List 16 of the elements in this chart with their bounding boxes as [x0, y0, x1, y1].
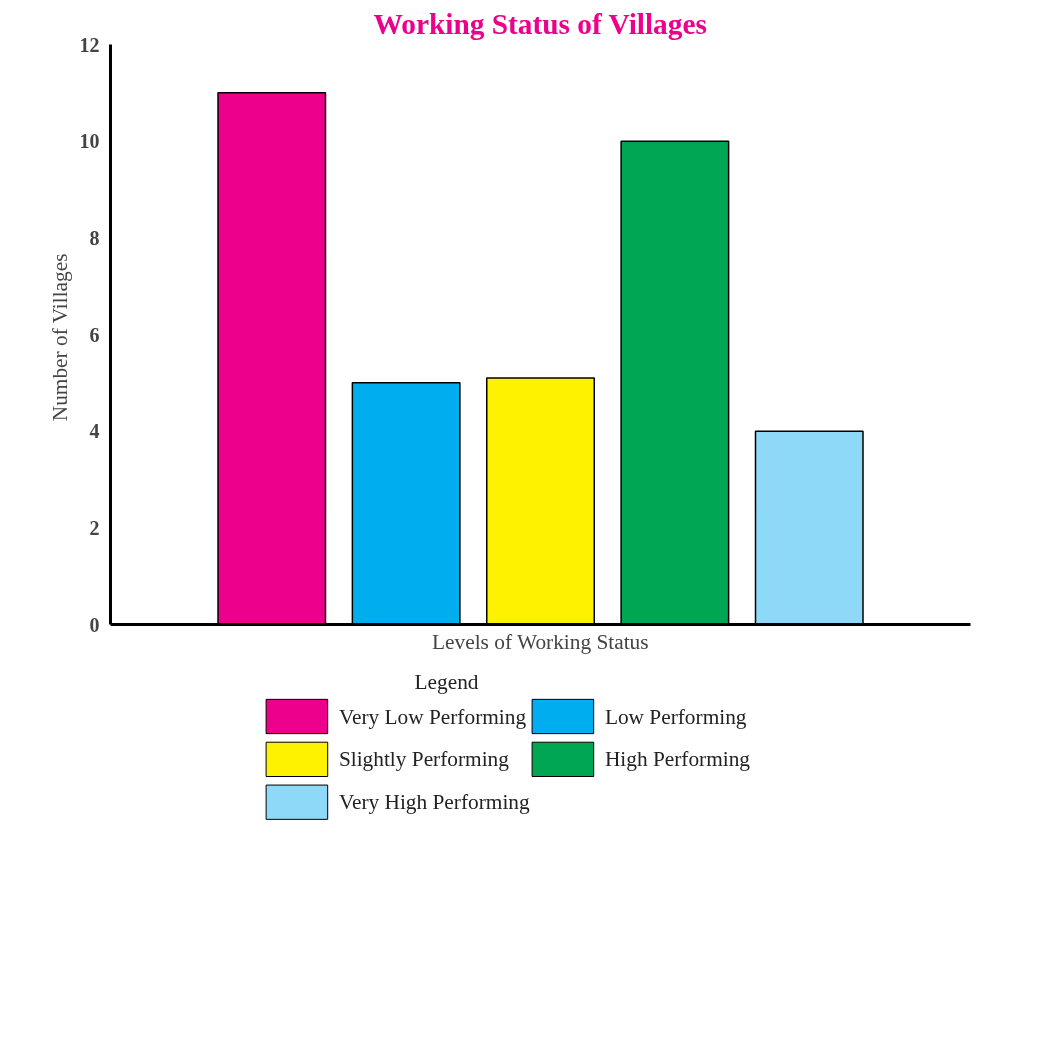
legend-label: Very High Performing	[338, 790, 530, 815]
legend-label: Very Low Performing	[338, 704, 527, 729]
y-tick-label: 8	[89, 226, 100, 249]
x-axis-title: Levels of Working Status	[432, 629, 649, 654]
y-tick-label: 4	[89, 420, 100, 443]
y-tick-label: 0	[89, 613, 100, 636]
y-tick-label: 12	[79, 33, 100, 56]
y-tick-label: 10	[79, 130, 100, 153]
legend-title: Legend	[414, 670, 479, 695]
y-tick-label: 6	[89, 323, 100, 346]
legend-label: Slightly Performing	[338, 747, 510, 772]
legend-label: Low Performing	[604, 704, 747, 729]
y-axis-title: Number of Villages	[47, 253, 72, 422]
legend-label: High Performing	[604, 747, 751, 772]
chart-title: Working Status of Villages	[373, 7, 707, 40]
y-tick-label: 2	[89, 516, 100, 539]
